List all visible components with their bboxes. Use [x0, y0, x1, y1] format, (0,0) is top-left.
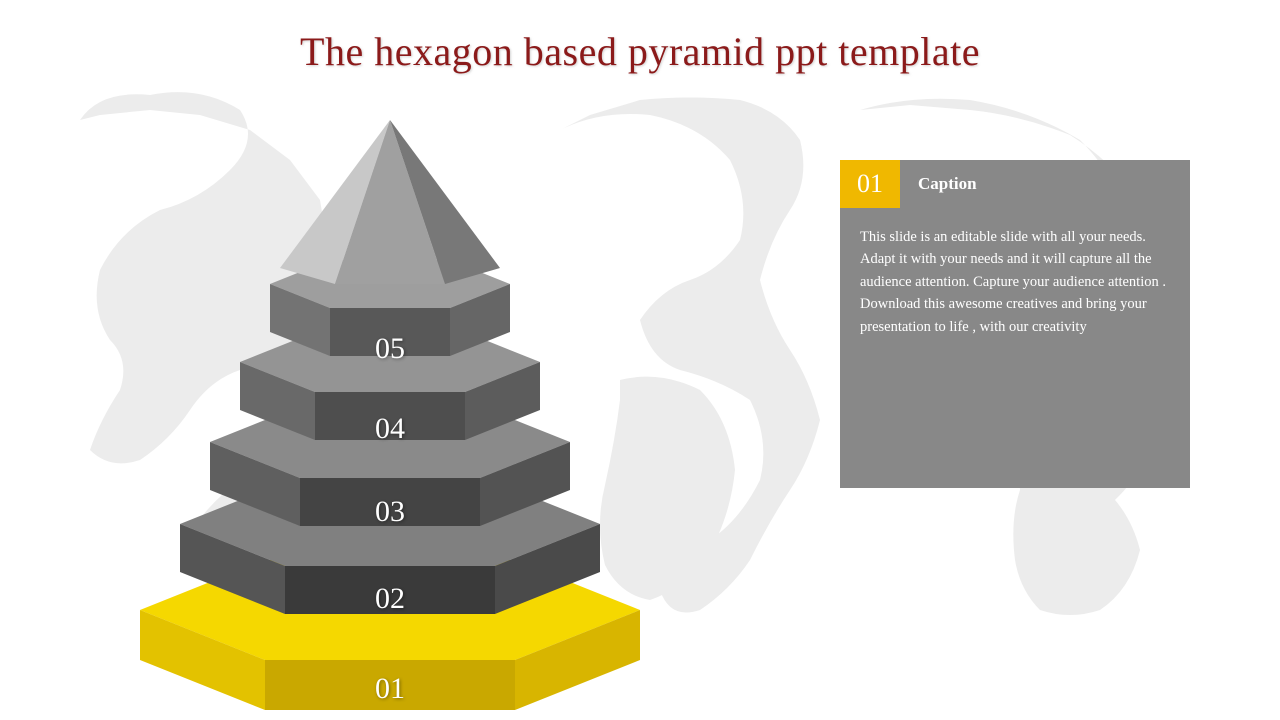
info-panel-number: 01 [840, 160, 900, 208]
slide-title: The hexagon based pyramid ppt template [0, 28, 1280, 75]
pyramid-layer-1-label: 01 [375, 672, 405, 706]
info-panel-body: This slide is an editable slide with all… [840, 208, 1190, 488]
hexagon-pyramid: 01 02 03 04 [130, 120, 650, 680]
info-panel-caption: Caption [900, 160, 1190, 208]
pyramid-layer-4-label: 04 [375, 412, 405, 446]
info-panel-header: 01 Caption [840, 160, 1190, 208]
pyramid-apex [280, 120, 500, 300]
pyramid-layer-3-label: 03 [375, 495, 405, 529]
pyramid-layer-5-label: 05 [375, 332, 405, 366]
info-panel: 01 Caption This slide is an editable sli… [840, 160, 1190, 488]
pyramid-layer-2-label: 02 [375, 582, 405, 616]
